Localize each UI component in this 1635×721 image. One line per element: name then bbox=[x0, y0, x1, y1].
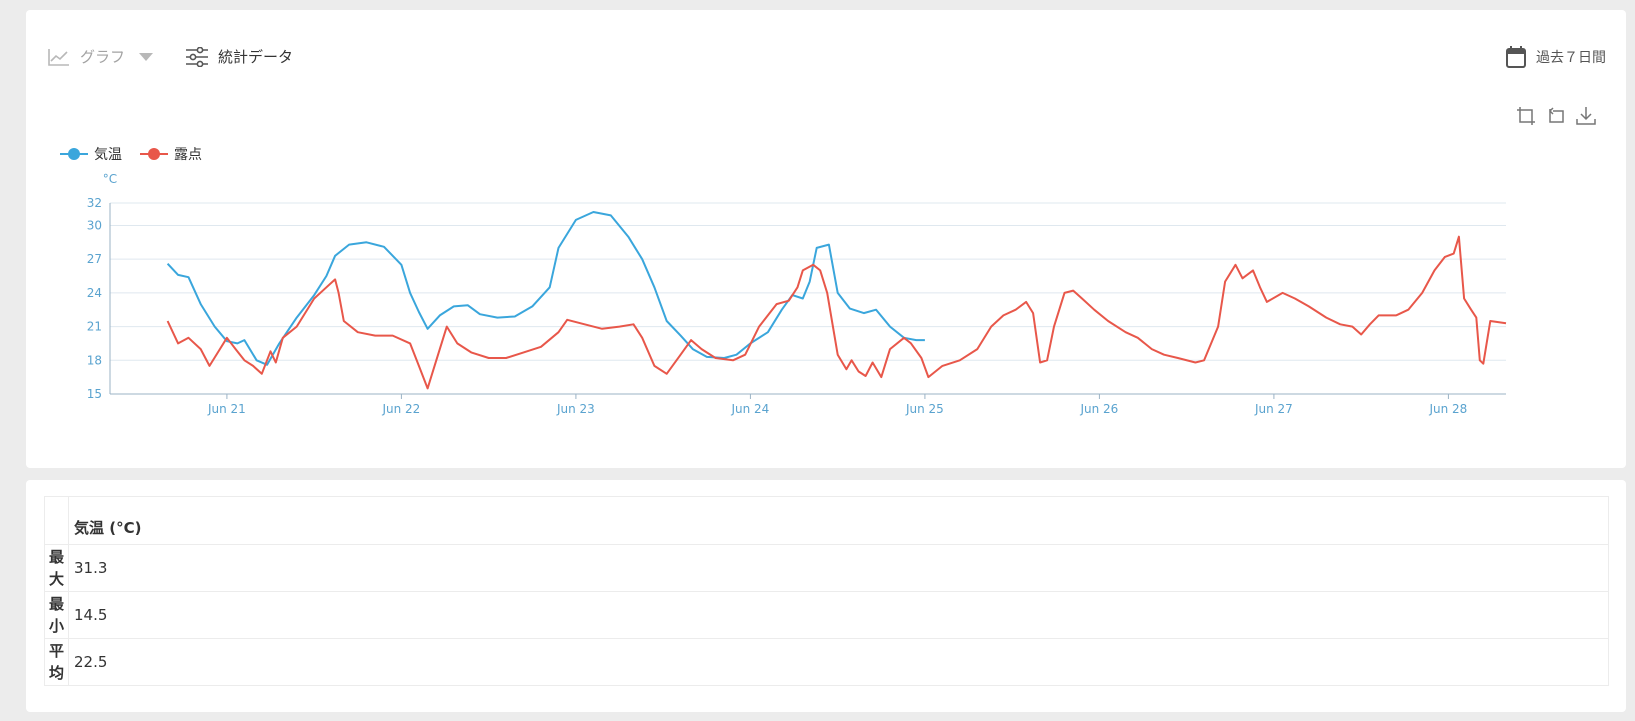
x-tick-label-Jun 21: Jun 21 bbox=[207, 402, 246, 416]
x-tick-label-Jun 22: Jun 22 bbox=[381, 402, 420, 416]
line-chart: °C 15 18 21 24 27 30 32 Jun 21 Jun 22 Jun 23 Jun 24… bbox=[87, 172, 1507, 416]
row-label-avg: 平均 bbox=[44, 638, 69, 686]
statistics-card: 気温 (°C) 最大 31.3 最小 14.5 平均 22.5 bbox=[26, 480, 1626, 712]
chart-tools bbox=[1516, 106, 1596, 126]
reset-zoom-icon[interactable] bbox=[1546, 106, 1566, 126]
y-tick-label-18: 18 bbox=[87, 353, 102, 367]
table-row-max: 最大 31.3 bbox=[44, 544, 1609, 592]
download-icon[interactable] bbox=[1576, 106, 1596, 126]
sliders-icon bbox=[186, 46, 208, 67]
date-range-label: 過去７日間 bbox=[1536, 50, 1606, 66]
graph-type-dropdown[interactable]: グラフ bbox=[48, 46, 154, 67]
x-tick-label-Jun 26: Jun 26 bbox=[1079, 402, 1118, 416]
legend-label-dew-point: 露点 bbox=[174, 147, 202, 163]
caret-down-icon bbox=[139, 52, 154, 61]
calendar-icon bbox=[1506, 46, 1526, 68]
graph-type-label: グラフ bbox=[80, 48, 126, 66]
statistics-label: 統計データ bbox=[218, 48, 294, 66]
x-tick-label-Jun 23: Jun 23 bbox=[556, 402, 595, 416]
line-chart-icon bbox=[48, 48, 69, 66]
row-label-max: 最大 bbox=[44, 544, 69, 592]
y-tick-label-15: 15 bbox=[87, 387, 102, 401]
table-corner-cell bbox=[44, 496, 69, 545]
value-max: 31.3 bbox=[68, 544, 1609, 592]
chart-toolbar: グラフ 統計データ 過去７日間 bbox=[26, 10, 1626, 70]
legend-item-dew-point[interactable]: 露点 bbox=[140, 144, 202, 164]
y-tick-label-30: 30 bbox=[87, 218, 102, 232]
y-tick-label-32: 32 bbox=[87, 196, 102, 210]
date-range-picker[interactable]: 過去７日間 bbox=[1506, 46, 1606, 68]
legend-label-temperature: 気温 bbox=[94, 147, 122, 163]
x-tick-label-Jun 28: Jun 28 bbox=[1428, 402, 1467, 416]
legend-item-temperature[interactable]: 気温 bbox=[60, 144, 122, 164]
y-tick-label-21: 21 bbox=[87, 320, 102, 334]
statistics-table: 気温 (°C) 最大 31.3 最小 14.5 平均 22.5 bbox=[44, 496, 1609, 686]
series-line-0 bbox=[166, 211, 925, 366]
legend-swatch-dew-point bbox=[140, 147, 168, 161]
table-row-min: 最小 14.5 bbox=[44, 591, 1609, 639]
column-header-temperature: 気温 (°C) bbox=[68, 496, 1609, 545]
y-tick-label-24: 24 bbox=[87, 286, 102, 300]
series-line-1 bbox=[166, 235, 1507, 390]
legend-swatch-temperature bbox=[60, 147, 88, 161]
table-row-avg: 平均 22.5 bbox=[44, 638, 1609, 686]
chart-legend: 気温 露点 bbox=[60, 144, 202, 164]
row-label-min: 最小 bbox=[44, 591, 69, 639]
x-tick-label-Jun 24: Jun 24 bbox=[730, 402, 769, 416]
value-avg: 22.5 bbox=[68, 638, 1609, 686]
y-unit-label: °C bbox=[103, 172, 117, 186]
y-tick-label-27: 27 bbox=[87, 252, 102, 266]
zoom-icon[interactable] bbox=[1516, 106, 1536, 126]
statistics-button[interactable]: 統計データ bbox=[186, 46, 293, 67]
value-min: 14.5 bbox=[68, 591, 1609, 639]
chart-card: グラフ 統計データ 過去７日間 気温 露点 °C 15 18 21 24 27 30 32 Ju… bbox=[26, 10, 1626, 468]
x-tick-label-Jun 27: Jun 27 bbox=[1254, 402, 1293, 416]
x-tick-label-Jun 25: Jun 25 bbox=[905, 402, 944, 416]
